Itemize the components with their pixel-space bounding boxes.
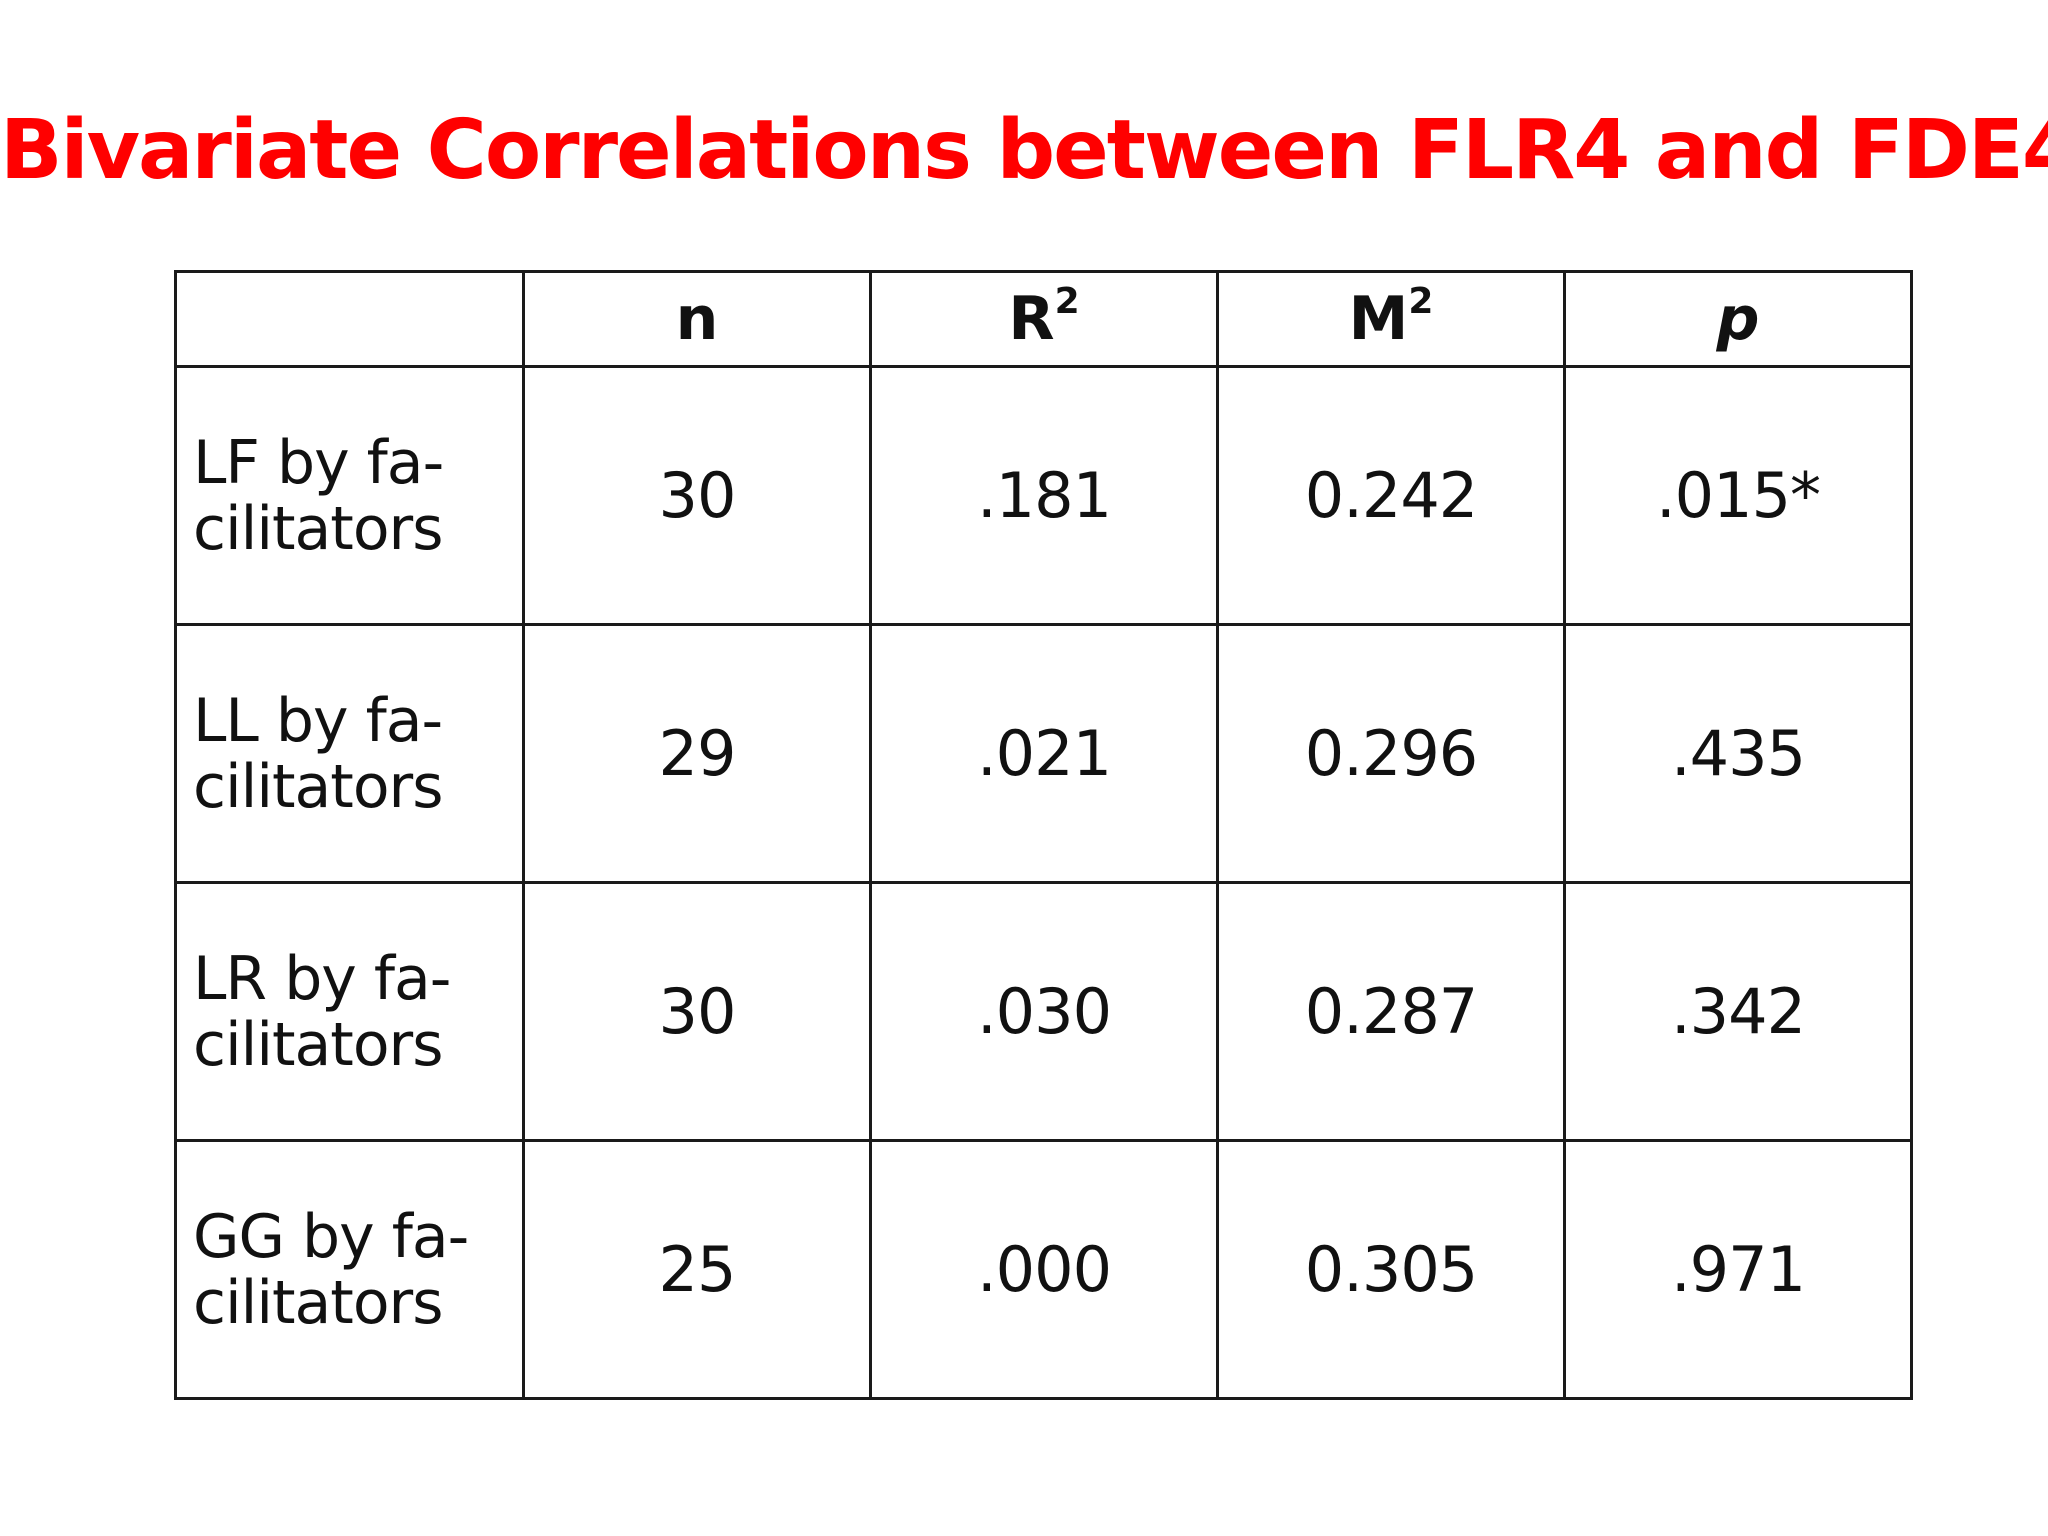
cell-p: .435 [1563,623,1913,884]
row-label: LR by fa- cilitators [174,881,525,1142]
correlation-table: n R2 M2 p LF by fa- cilitators 30 .181 0… [174,270,1913,1400]
cell-m2: 0.287 [1216,881,1566,1142]
table-row: LF by fa- cilitators 30 .181 0.242 .015* [174,365,1913,626]
header-cell-m2: M2 [1216,270,1566,368]
table-row: GG by fa- cilitators 25 .000 0.305 .971 [174,1139,1913,1400]
header-cell-p: p [1563,270,1913,368]
cell-r2: .030 [869,881,1219,1142]
header-cell-n: n [522,270,872,368]
r2-superscript: 2 [1054,281,1080,322]
table-row: LL by fa- cilitators 29 .021 0.296 .435 [174,623,1913,884]
row-label: LL by fa- cilitators [174,623,525,884]
cell-m2: 0.296 [1216,623,1566,884]
cell-m2: 0.305 [1216,1139,1566,1400]
cell-p: .342 [1563,881,1913,1142]
slide-title: Bivariate Correlations between FLR4 and … [0,103,2048,198]
cell-m2: 0.242 [1216,365,1566,626]
cell-n: 25 [522,1139,872,1400]
cell-n: 29 [522,623,872,884]
table-row: LR by fa- cilitators 30 .030 0.287 .342 [174,881,1913,1142]
header-cell-empty [174,270,525,368]
cell-r2: .021 [869,623,1219,884]
cell-p: .015* [1563,365,1913,626]
cell-p: .971 [1563,1139,1913,1400]
row-label: GG by fa- cilitators [174,1139,525,1400]
header-cell-r2: R2 [869,270,1219,368]
cell-n: 30 [522,365,872,626]
cell-r2: .181 [869,365,1219,626]
cell-n: 30 [522,881,872,1142]
cell-r2: .000 [869,1139,1219,1400]
m2-superscript: 2 [1408,281,1434,322]
row-label: LF by fa- cilitators [174,365,525,626]
table-header-row: n R2 M2 p [174,270,1913,368]
